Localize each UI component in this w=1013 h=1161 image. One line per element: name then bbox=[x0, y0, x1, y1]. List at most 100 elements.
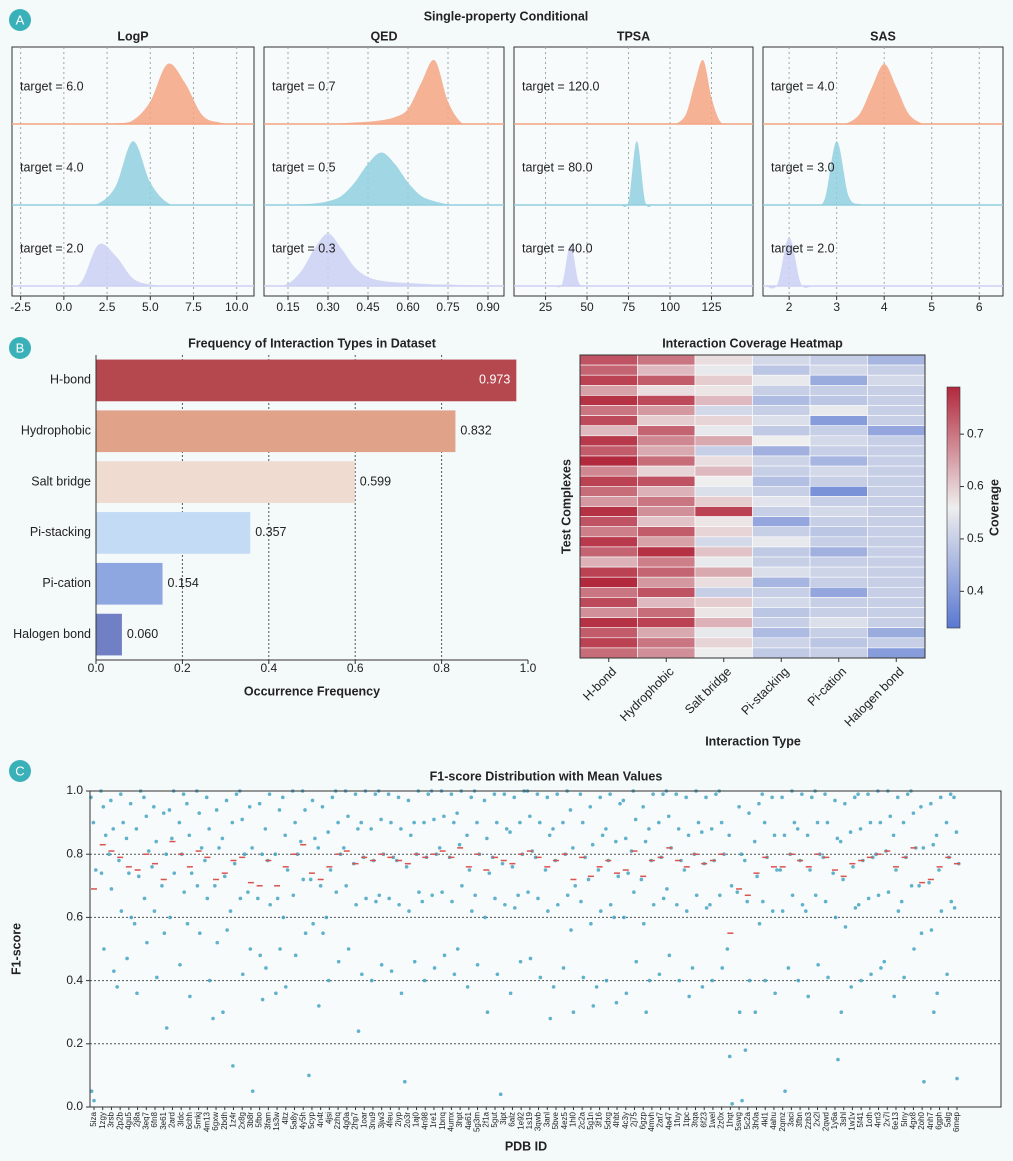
point bbox=[902, 975, 906, 980]
x-tick-label: 2bdh bbox=[220, 1112, 229, 1130]
x-tick-label: 1w1v bbox=[848, 1112, 857, 1131]
heatmap-cell bbox=[867, 395, 926, 406]
point bbox=[240, 972, 245, 977]
point bbox=[379, 817, 383, 822]
heatmap-cell bbox=[579, 485, 638, 497]
point bbox=[633, 817, 638, 822]
point bbox=[665, 887, 669, 891]
bar bbox=[96, 461, 355, 503]
point bbox=[508, 991, 513, 996]
heatmap-cell bbox=[637, 496, 696, 507]
ridge-label: target = 4.0 bbox=[20, 160, 84, 174]
point bbox=[762, 820, 767, 825]
point bbox=[469, 795, 474, 800]
point bbox=[164, 1026, 169, 1030]
x-tick-label: 2ard bbox=[168, 1112, 177, 1128]
ridge-label: target = 4.0 bbox=[771, 79, 835, 93]
point bbox=[498, 1092, 503, 1097]
ridge-label: target = 2.0 bbox=[20, 241, 84, 255]
heatmap-cell bbox=[694, 627, 753, 639]
point bbox=[667, 953, 672, 958]
point bbox=[109, 887, 114, 891]
point bbox=[742, 858, 747, 863]
x-tick-label: 4g0a bbox=[342, 1111, 351, 1129]
point bbox=[725, 947, 730, 951]
heatmap-cell bbox=[694, 465, 753, 477]
heatmap-cell bbox=[867, 415, 926, 427]
x-tick-label: 0.90 bbox=[476, 300, 500, 314]
point bbox=[281, 915, 286, 920]
heatmap-cell bbox=[637, 364, 696, 376]
plot-area bbox=[90, 791, 1001, 1107]
colorbar-tick-label: 0.6 bbox=[967, 479, 984, 493]
x-tick-label: 4hbt bbox=[612, 1111, 621, 1127]
point bbox=[536, 896, 540, 901]
point bbox=[124, 836, 129, 841]
point bbox=[737, 805, 741, 809]
x-tick-label: 5g1n bbox=[586, 1112, 595, 1130]
x-tick-label: 6 bbox=[976, 300, 983, 314]
point bbox=[526, 890, 530, 894]
point bbox=[470, 909, 474, 913]
point bbox=[422, 820, 426, 825]
point bbox=[718, 893, 722, 898]
point bbox=[303, 931, 308, 935]
heatmap-cell bbox=[752, 384, 811, 396]
heatmap-cell bbox=[694, 395, 753, 406]
point bbox=[199, 846, 204, 850]
point bbox=[127, 871, 131, 875]
point bbox=[397, 902, 401, 907]
heatmap-cell bbox=[752, 536, 811, 548]
heatmap-cell bbox=[637, 455, 696, 467]
point bbox=[247, 805, 252, 809]
point bbox=[432, 817, 436, 822]
point bbox=[267, 792, 272, 796]
point bbox=[221, 1010, 225, 1014]
point bbox=[144, 814, 149, 819]
x-tick-label: 2 bbox=[786, 300, 793, 314]
heatmap-cell bbox=[637, 354, 696, 366]
heatmap-cell bbox=[752, 607, 811, 618]
heatmap-cell bbox=[579, 415, 638, 427]
point bbox=[412, 820, 416, 825]
x-tick-label: 50 bbox=[580, 300, 594, 314]
heatmap-cell bbox=[867, 374, 926, 386]
density-area bbox=[520, 244, 753, 288]
heatmap-cell bbox=[809, 485, 868, 497]
point bbox=[945, 972, 949, 977]
x-tick-label: 2at7 bbox=[656, 1111, 665, 1127]
point bbox=[843, 801, 847, 806]
x-tick-label: 2.5 bbox=[99, 300, 116, 314]
x-tick-label: H-bond bbox=[580, 665, 619, 704]
heatmap-cell bbox=[579, 496, 638, 507]
x-tick-label: 125 bbox=[701, 300, 721, 314]
point bbox=[639, 877, 644, 882]
x-tick-label: Pi-cation bbox=[805, 665, 849, 709]
point bbox=[579, 899, 583, 904]
x-tick-label: 4ltz bbox=[281, 1112, 290, 1124]
point bbox=[892, 994, 896, 999]
point bbox=[301, 877, 306, 882]
point bbox=[224, 798, 229, 803]
point bbox=[825, 820, 830, 825]
point bbox=[346, 947, 351, 951]
x-tick-label: 3hpt bbox=[455, 1111, 464, 1127]
point bbox=[580, 820, 585, 825]
heatmap-cell bbox=[809, 405, 868, 416]
point bbox=[895, 795, 900, 800]
heatmap-cell bbox=[637, 435, 696, 447]
x-tick-label: 6gzp bbox=[638, 1111, 647, 1129]
point bbox=[341, 846, 346, 850]
point bbox=[263, 827, 268, 831]
point bbox=[330, 795, 335, 800]
value-label: 0.060 bbox=[127, 627, 158, 641]
heatmap-cell bbox=[579, 526, 638, 538]
heatmap-cell bbox=[637, 475, 696, 487]
heatmap-cell bbox=[809, 384, 868, 396]
density-area bbox=[520, 141, 753, 207]
x-tick-label: 2o3r bbox=[403, 1112, 412, 1128]
point bbox=[586, 877, 591, 882]
heatmap-cell bbox=[579, 536, 638, 548]
point bbox=[452, 820, 456, 825]
